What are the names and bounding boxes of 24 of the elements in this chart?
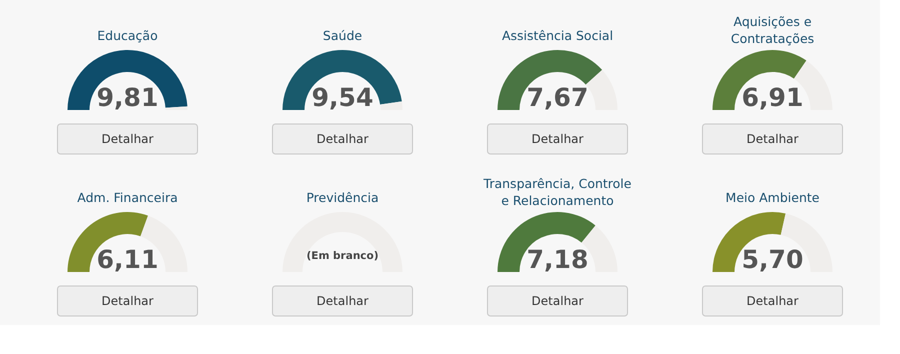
- chart-title: Aquisições e Contratações: [730, 14, 814, 46]
- chart-title: Assistência Social: [502, 28, 614, 43]
- chart-title: Meio Ambiente: [726, 190, 820, 205]
- data-label: 9,81: [96, 83, 158, 112]
- data-label: 7,67: [526, 83, 588, 112]
- chart-title: Educação: [97, 28, 158, 43]
- data-label: 9,54: [312, 83, 374, 112]
- chart-title: Transparência, Controle e Relacionamento: [482, 176, 632, 208]
- text: Detalhar: [746, 132, 799, 146]
- data-label: 5,70: [742, 245, 804, 274]
- text: Detalhar: [102, 132, 154, 146]
- data-label: 7,18: [526, 245, 588, 274]
- text: Detalhar: [532, 132, 584, 146]
- text: Detalhar: [102, 294, 154, 308]
- chart-title: Previdência: [306, 190, 379, 205]
- chart-title: Saúde: [322, 28, 362, 43]
- text: Detalhar: [746, 294, 799, 308]
- data-label: 6,91: [742, 83, 804, 112]
- text: Detalhar: [316, 294, 369, 308]
- text: (Em branco): [306, 250, 379, 262]
- text: Detalhar: [316, 132, 369, 146]
- text: Detalhar: [532, 294, 584, 308]
- data-label: 6,11: [96, 245, 158, 274]
- chart-title: Adm. Financeira: [77, 190, 178, 205]
